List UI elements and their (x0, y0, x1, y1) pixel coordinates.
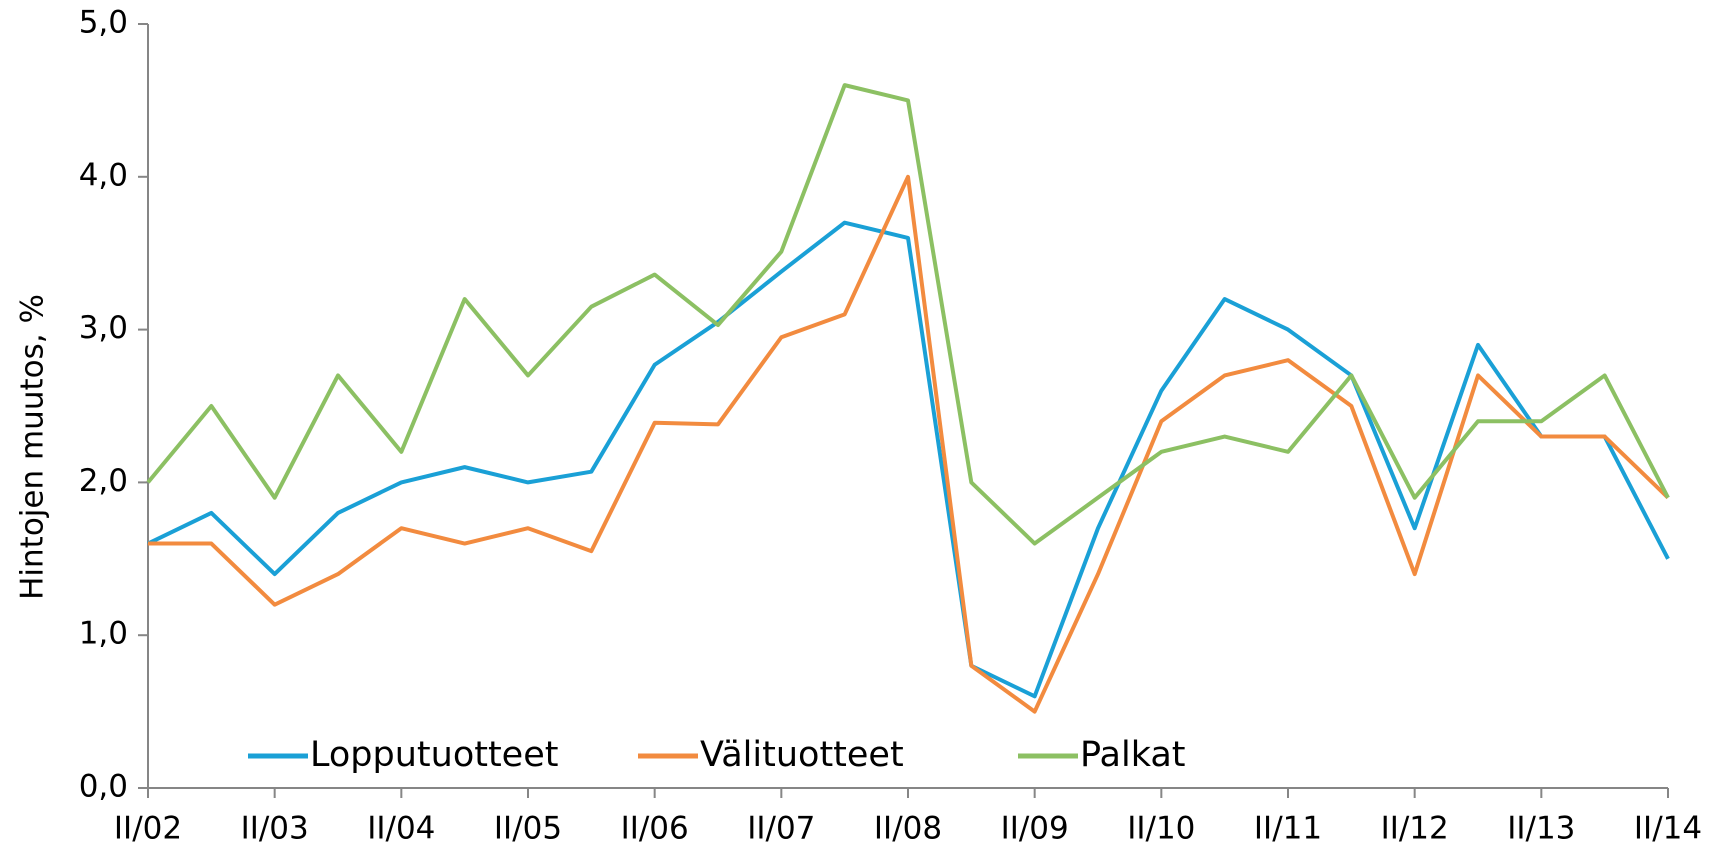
line-series (148, 174, 1670, 714)
x-tick-label: II/10 (1127, 811, 1195, 847)
x-tick-label: II/08 (874, 811, 942, 847)
x-tick-label: II/07 (747, 811, 815, 847)
x-tick-label: II/06 (621, 811, 689, 847)
y-tick-label: 3,0 (79, 310, 128, 346)
line-series (147, 220, 1670, 699)
x-tick-label: II/02 (114, 811, 182, 847)
line-series (146, 83, 1670, 546)
y-tick-label: 5,0 (79, 5, 128, 41)
legend-label: Lopputuotteet (310, 735, 558, 775)
y-tick-label: 1,0 (79, 616, 128, 652)
y-tick-label: 0,0 (79, 769, 128, 805)
x-tick-label: II/05 (494, 811, 562, 847)
legend-label: Välituotteet (700, 735, 904, 775)
x-tick-label: II/11 (1254, 811, 1322, 847)
y-axis-label: Hintojen muutos, % (15, 294, 51, 600)
y-tick-label: 4,0 (79, 157, 128, 193)
legend-label: Palkat (1080, 735, 1186, 775)
x-tick-label: II/13 (1507, 811, 1575, 847)
y-tick-label: 2,0 (79, 463, 128, 499)
x-tick-label: II/03 (241, 811, 309, 847)
x-tick-label: II/14 (1634, 811, 1702, 847)
x-tick-label: II/09 (1001, 811, 1069, 847)
x-tick-label: II/12 (1381, 811, 1449, 847)
x-tick-label: II/04 (367, 811, 435, 847)
